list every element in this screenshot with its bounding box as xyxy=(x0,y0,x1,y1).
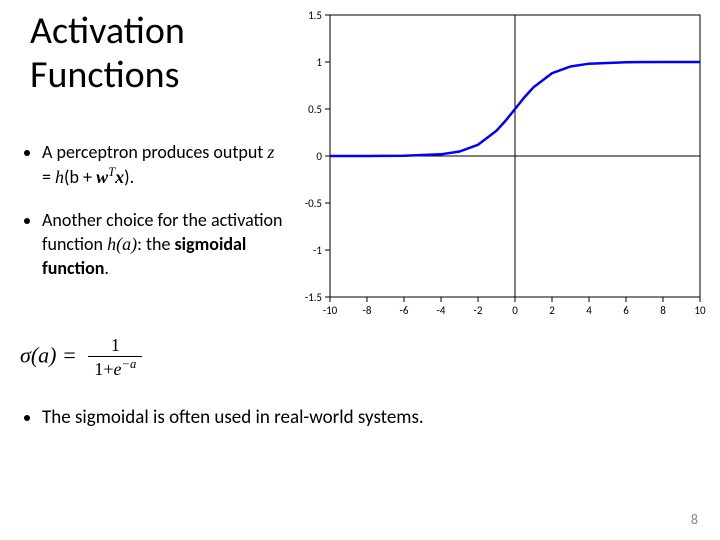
svg-text:0.5: 0.5 xyxy=(308,103,322,116)
b1-w: w xyxy=(96,167,108,187)
svg-text:-1.5: -1.5 xyxy=(305,291,322,304)
title-line2: Functions xyxy=(30,52,180,98)
b2-a: (a) xyxy=(116,234,137,254)
fdexp: −a xyxy=(122,357,137,371)
b1-h: h xyxy=(55,167,64,187)
formula-fraction: 1 1+e−a xyxy=(88,335,142,380)
fde: e xyxy=(114,359,122,379)
formula-sigma: σ xyxy=(20,343,31,368)
b2-end: . xyxy=(104,257,109,279)
svg-text:4: 4 xyxy=(586,304,592,317)
bullet-3: The sigmoidal is often used in real-worl… xyxy=(42,405,690,432)
b1-x: x xyxy=(115,167,124,187)
svg-text:2: 2 xyxy=(549,304,555,317)
svg-text:-0.5: -0.5 xyxy=(305,197,322,210)
svg-text:0: 0 xyxy=(316,150,322,163)
svg-text:0: 0 xyxy=(512,304,518,317)
formula-arg: (a) = xyxy=(31,343,77,368)
sigmoid-chart: -10 -8 -6 -4 -2 0 2 4 6 8 10 -1.5 -1 -0.5 0 0.5 1 1.5 xyxy=(290,5,710,325)
chart-svg: -10 -8 -6 -4 -2 0 2 4 6 8 10 -1.5 -1 -0.5 0 0.5 1 1.5 xyxy=(290,5,710,325)
svg-text:-6: -6 xyxy=(400,304,409,317)
b1-eq: = xyxy=(42,166,55,188)
b1-close: ). xyxy=(124,166,134,188)
svg-text:-4: -4 xyxy=(437,304,446,317)
b2-post: : the xyxy=(137,233,174,255)
white-cutoff-overlay xyxy=(0,440,720,540)
bullet1-text: A perceptron produces output xyxy=(42,141,267,163)
upper-bullet-list: A perceptron produces output z = h(b + w… xyxy=(20,140,285,298)
svg-text:8: 8 xyxy=(660,304,666,317)
title-line1: Activation xyxy=(30,8,185,54)
svg-text:-1: -1 xyxy=(313,244,322,257)
formula-num: 1 xyxy=(88,335,142,357)
svg-text:1: 1 xyxy=(316,56,322,69)
b2-h: h xyxy=(107,234,116,254)
page-number: 8 xyxy=(691,511,698,528)
bullet-2: Another choice for the activation functi… xyxy=(42,208,285,281)
svg-text:6: 6 xyxy=(623,304,629,317)
bullet-1: A perceptron produces output z = h(b + w… xyxy=(42,140,285,190)
formula-den: 1+e−a xyxy=(88,357,142,380)
fd1: 1+ xyxy=(94,359,113,379)
b1-z: z xyxy=(267,142,274,162)
svg-text:-8: -8 xyxy=(363,304,372,317)
svg-text:10: 10 xyxy=(694,304,706,317)
svg-text:1.5: 1.5 xyxy=(308,9,322,22)
slide-title: Activation Functions xyxy=(30,10,185,97)
svg-text:-10: -10 xyxy=(323,304,338,317)
sigmoid-formula: σ(a) = 1 1+e−a xyxy=(20,335,142,380)
svg-text:-2: -2 xyxy=(474,304,483,317)
b1-p1: (b + xyxy=(64,166,96,188)
